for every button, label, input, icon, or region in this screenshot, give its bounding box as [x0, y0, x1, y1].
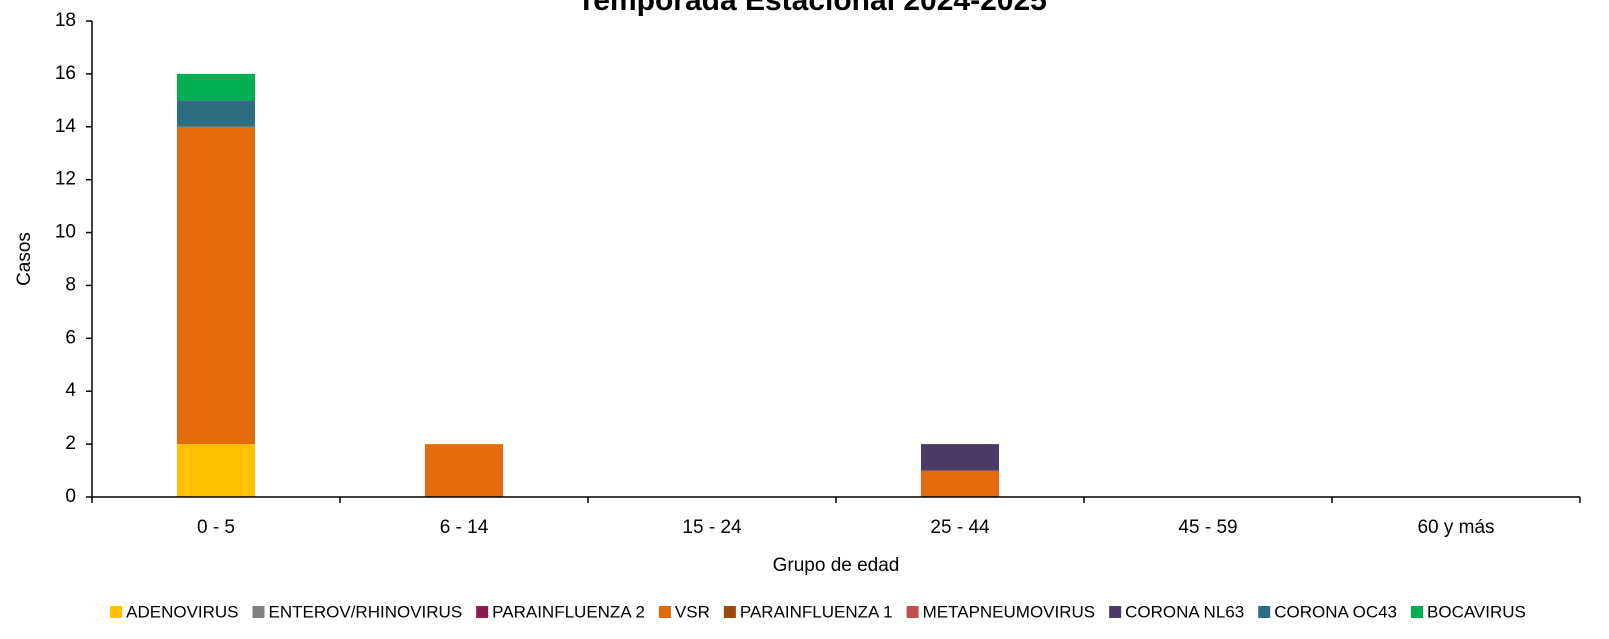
legend-label: CORONA NL63: [1125, 602, 1244, 621]
bar-segment: [177, 73, 255, 101]
x-tick-label: 0 - 5: [197, 517, 235, 538]
x-tick-label: 25 - 44: [930, 517, 990, 538]
y-tick-label: 18: [55, 10, 76, 31]
x-tick-label: 45 - 59: [1178, 517, 1237, 538]
legend: ADENOVIRUS ENTEROV/RHINOVIRUS PARAINFLUENZ…: [110, 602, 1526, 621]
y-tick-label: 6: [65, 327, 76, 348]
legend-swatch: [1258, 606, 1271, 618]
bar-segment: [425, 444, 503, 497]
y-tick-label: 4: [65, 380, 76, 401]
legend-swatch: [110, 606, 123, 618]
y-tick-label: 8: [65, 274, 76, 295]
legend-label: ENTEROV/RHINOVIRUS: [269, 602, 463, 621]
x-axis-label: Grupo de edad: [773, 555, 900, 576]
legend-label: ADENOVIRUS: [126, 602, 238, 621]
y-tick-label: 2: [65, 433, 76, 454]
x-tick-label: 6 - 14: [440, 517, 489, 538]
bar-segment: [177, 126, 255, 445]
bar-segment: [921, 470, 999, 497]
y-tick-label: 10: [55, 222, 76, 243]
bar-segment: [177, 100, 255, 127]
y-tick-label: 0: [65, 486, 76, 507]
bar-segment: [177, 444, 255, 497]
legend-label: PARAINFLUENZA 2: [492, 602, 645, 621]
legend-swatch: [252, 606, 265, 618]
y-tick-label: 14: [55, 116, 77, 137]
legend-label: PARAINFLUENZA 1: [740, 602, 893, 621]
legend-swatch: [906, 606, 919, 618]
legend-swatch: [658, 606, 671, 618]
legend-label: METAPNEUMOVIRUS: [923, 602, 1096, 621]
legend-label: BOCAVIRUS: [1427, 602, 1526, 621]
legend-swatch: [1411, 606, 1424, 618]
legend-label: VSR: [675, 602, 710, 621]
y-axis-label: Casos: [14, 232, 35, 286]
chart-title: Temporada Estacional 2024-2025: [577, 0, 1047, 17]
legend-swatch: [476, 606, 489, 618]
legend-label: CORONA OC43: [1274, 602, 1397, 621]
y-tick-label: 16: [55, 63, 76, 84]
bar-segment: [921, 444, 999, 471]
legend-swatch: [723, 606, 736, 618]
x-tick-label: 60 y más: [1417, 517, 1494, 538]
x-tick-label: 15 - 24: [682, 517, 742, 538]
y-tick-label: 12: [55, 169, 76, 190]
legend-swatch: [1109, 606, 1122, 618]
